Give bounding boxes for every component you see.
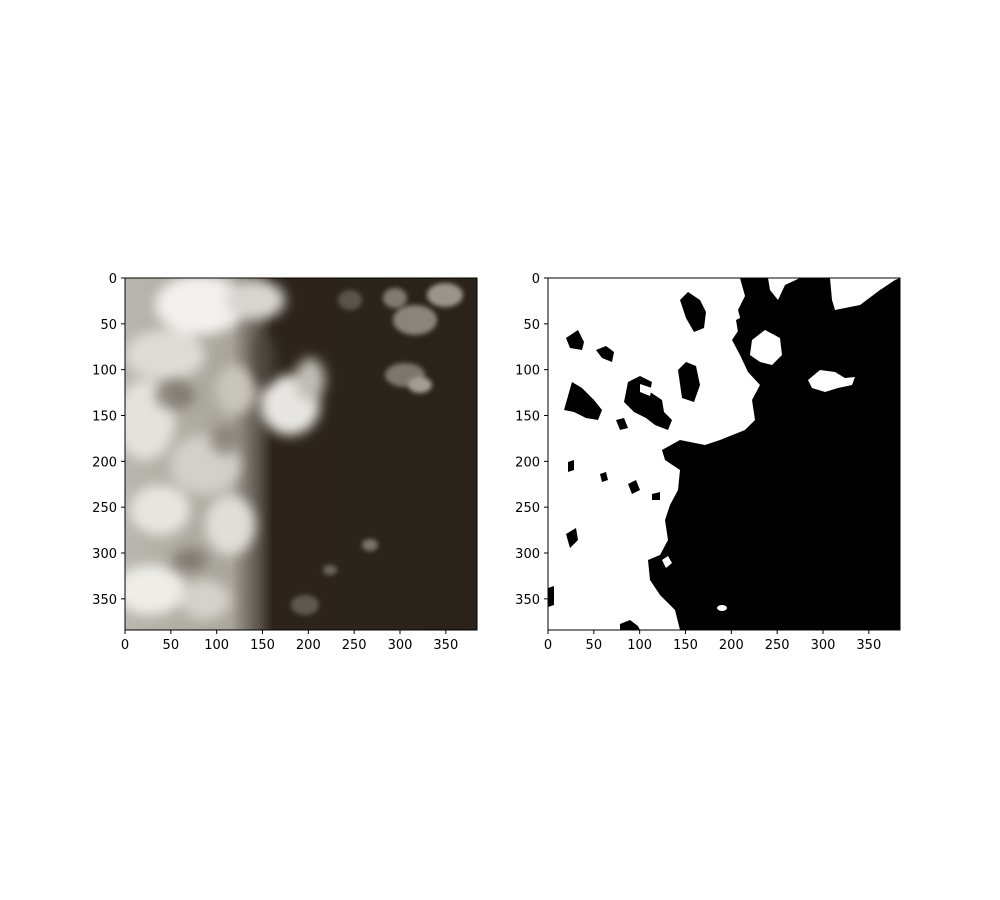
y-axis-ticks: 0 50 100 150 200 250 300 350 <box>92 272 125 608</box>
x-tick-label: 150 <box>250 638 275 653</box>
y-tick-label: 350 <box>92 593 117 608</box>
y-tick-label: 150 <box>515 410 540 425</box>
y-axis-ticks: 0 50 100 150 200 250 300 350 <box>515 272 548 608</box>
rgb-image-panel: 0 50 100 150 200 250 300 350 0 50 100 150 200 250 300… <box>92 272 478 653</box>
x-axis-ticks: 0 50 100 150 200 250 300 350 <box>121 630 458 653</box>
x-tick-label: 0 <box>121 638 129 653</box>
y-tick-label: 350 <box>515 593 540 608</box>
x-tick-label: 0 <box>544 638 552 653</box>
y-tick-label: 300 <box>92 547 117 562</box>
y-tick-label: 100 <box>515 364 540 379</box>
y-tick-label: 0 <box>532 272 540 287</box>
x-tick-label: 350 <box>433 638 458 653</box>
mask-axes: 0 50 100 150 200 250 300 350 0 50 100 150 200 250 300… <box>515 272 901 653</box>
x-tick-label: 250 <box>342 638 367 653</box>
x-tick-label: 50 <box>163 638 180 653</box>
rgb-image <box>125 278 477 630</box>
x-tick-label: 300 <box>811 638 836 653</box>
y-tick-label: 150 <box>92 410 117 425</box>
y-tick-label: 50 <box>100 318 117 333</box>
y-tick-label: 200 <box>92 455 117 470</box>
x-tick-label: 300 <box>388 638 413 653</box>
y-tick-label: 250 <box>515 501 540 516</box>
x-tick-label: 350 <box>856 638 881 653</box>
x-tick-label: 50 <box>586 638 603 653</box>
y-tick-label: 200 <box>515 455 540 470</box>
y-tick-label: 100 <box>92 364 117 379</box>
x-axis-ticks: 0 50 100 150 200 250 300 350 <box>544 630 881 653</box>
y-tick-label: 0 <box>109 272 117 287</box>
rgb-axes: 0 50 100 150 200 250 300 350 0 50 100 150 200 250 300… <box>92 272 478 653</box>
x-tick-label: 200 <box>719 638 744 653</box>
x-tick-label: 150 <box>673 638 698 653</box>
x-tick-label: 200 <box>296 638 321 653</box>
x-tick-label: 250 <box>765 638 790 653</box>
y-tick-label: 300 <box>515 547 540 562</box>
cloud-mask-panel: 0 50 100 150 200 250 300 350 0 50 100 150 200 250 300… <box>515 272 901 653</box>
y-tick-label: 50 <box>523 318 540 333</box>
y-tick-label: 250 <box>92 501 117 516</box>
cloud-mask-image <box>548 278 900 630</box>
x-tick-label: 100 <box>204 638 229 653</box>
x-tick-label: 100 <box>627 638 652 653</box>
